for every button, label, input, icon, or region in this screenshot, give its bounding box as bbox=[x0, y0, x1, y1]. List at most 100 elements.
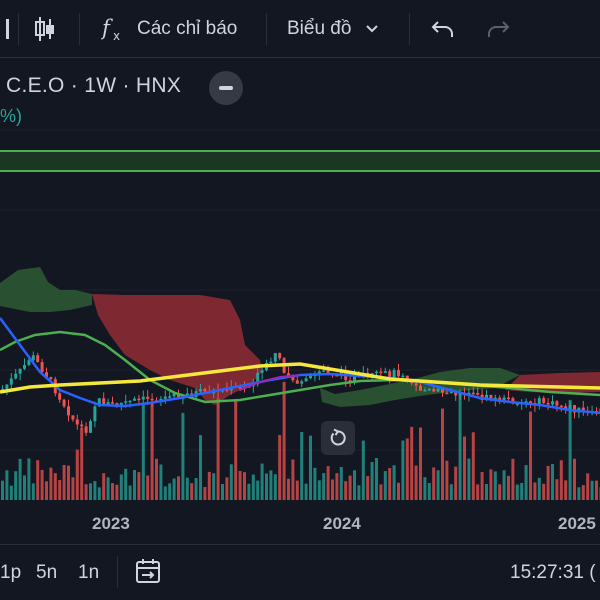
candle-body bbox=[401, 375, 405, 378]
candle-body bbox=[573, 405, 576, 413]
redo-icon bbox=[488, 21, 510, 37]
candle-body bbox=[146, 396, 150, 399]
volume-bar bbox=[71, 477, 75, 500]
volume-bar bbox=[507, 475, 510, 500]
range-1n-button[interactable]: 1n bbox=[78, 562, 100, 583]
candle-body bbox=[128, 400, 132, 403]
partial-toolbar-button[interactable] bbox=[6, 0, 10, 58]
function-icon: f x bbox=[101, 16, 120, 43]
candle-body bbox=[269, 361, 273, 364]
volume-bar bbox=[586, 473, 590, 500]
candle-body bbox=[225, 389, 229, 391]
date-range-button[interactable] bbox=[134, 557, 162, 591]
candle-body bbox=[27, 360, 31, 366]
candle-body bbox=[18, 368, 22, 374]
volume-bar bbox=[401, 440, 405, 500]
volume-bar bbox=[485, 483, 488, 500]
reset-icon bbox=[330, 428, 346, 446]
volume-bar bbox=[335, 473, 339, 500]
volume-bar bbox=[493, 471, 497, 500]
candle-body bbox=[511, 398, 515, 404]
volume-bar bbox=[471, 432, 475, 500]
ma-purple-line bbox=[239, 374, 301, 391]
candle-body bbox=[502, 397, 506, 402]
volume-bar bbox=[234, 400, 238, 500]
candle-style-button[interactable] bbox=[34, 0, 56, 58]
ma-green-line bbox=[0, 330, 600, 404]
ma-yellow-line bbox=[0, 362, 600, 394]
candle-body bbox=[537, 398, 541, 406]
bottom-toolbar bbox=[0, 544, 600, 600]
volume-bar bbox=[515, 484, 519, 500]
volume-bar bbox=[348, 475, 352, 500]
candle-body bbox=[405, 375, 409, 381]
volume-bar bbox=[18, 458, 22, 500]
candle-body bbox=[106, 402, 110, 406]
candle-body bbox=[454, 391, 458, 396]
candle-body bbox=[71, 415, 75, 420]
volume-bar bbox=[405, 438, 409, 500]
candle-body bbox=[581, 407, 585, 411]
candle-body bbox=[137, 398, 141, 401]
volume-bar bbox=[128, 485, 132, 500]
cloud-green-left bbox=[0, 267, 92, 312]
candle-body bbox=[375, 371, 378, 374]
volume-bar bbox=[322, 473, 326, 500]
volume-bar bbox=[546, 465, 550, 500]
candle-body bbox=[31, 355, 35, 361]
volume-bar bbox=[498, 484, 502, 500]
candle-body bbox=[423, 389, 427, 392]
candle-body bbox=[23, 365, 26, 369]
chart-pane[interactable] bbox=[0, 58, 600, 540]
time-axis[interactable] bbox=[0, 510, 600, 540]
volume-bar bbox=[216, 398, 220, 500]
range-1p-button[interactable]: 1p bbox=[0, 562, 22, 583]
candle-body bbox=[379, 371, 383, 374]
volume-bars bbox=[1, 381, 600, 500]
reset-chart-button[interactable] bbox=[321, 421, 355, 455]
volume-bar bbox=[551, 464, 554, 500]
undo-button[interactable] bbox=[430, 0, 456, 58]
candle-body bbox=[238, 387, 242, 389]
minus-icon bbox=[219, 86, 233, 90]
candle-body bbox=[278, 353, 282, 359]
toolbar-divider bbox=[266, 13, 267, 45]
candle-body bbox=[124, 401, 128, 403]
candle-body bbox=[471, 392, 475, 395]
volume-bar bbox=[168, 483, 172, 500]
volume-bar bbox=[251, 474, 255, 500]
collapse-legend-button[interactable] bbox=[209, 71, 243, 105]
candle-body bbox=[49, 377, 53, 380]
volume-bar bbox=[67, 465, 70, 500]
candle-body bbox=[392, 370, 396, 378]
candle-body bbox=[133, 398, 136, 401]
candle-body bbox=[449, 391, 453, 394]
volume-bar bbox=[177, 476, 180, 500]
candle-body bbox=[559, 405, 563, 408]
symbol-legend[interactable]: C.E.O · 1W · HNX bbox=[6, 74, 182, 97]
candle-body bbox=[397, 370, 400, 377]
volume-bar bbox=[590, 480, 594, 500]
candle-body bbox=[524, 401, 528, 403]
undo-icon bbox=[431, 21, 453, 37]
candle-body bbox=[80, 424, 84, 427]
indicators-button[interactable]: f x Các chỉ báo bbox=[101, 0, 237, 58]
chart-type-dropdown[interactable]: Biểu đồ bbox=[287, 0, 379, 58]
volume-bar bbox=[53, 473, 57, 500]
price-change-fragment: %) bbox=[0, 106, 22, 126]
redo-button[interactable] bbox=[485, 0, 511, 58]
volume-bar bbox=[265, 473, 268, 500]
toolbar-divider bbox=[409, 13, 410, 45]
volume-bar bbox=[331, 479, 334, 500]
range-5n-button[interactable]: 5n bbox=[36, 562, 58, 583]
price-chart[interactable] bbox=[0, 58, 600, 540]
volume-bar bbox=[282, 381, 286, 500]
volume-bar bbox=[14, 471, 18, 500]
volume-bar bbox=[203, 487, 207, 500]
volume-bar bbox=[207, 471, 211, 500]
candle-body bbox=[317, 371, 321, 375]
volume-bar bbox=[366, 476, 370, 500]
candle-body bbox=[115, 403, 119, 406]
candle-body bbox=[546, 402, 550, 405]
volume-bar bbox=[388, 468, 392, 500]
